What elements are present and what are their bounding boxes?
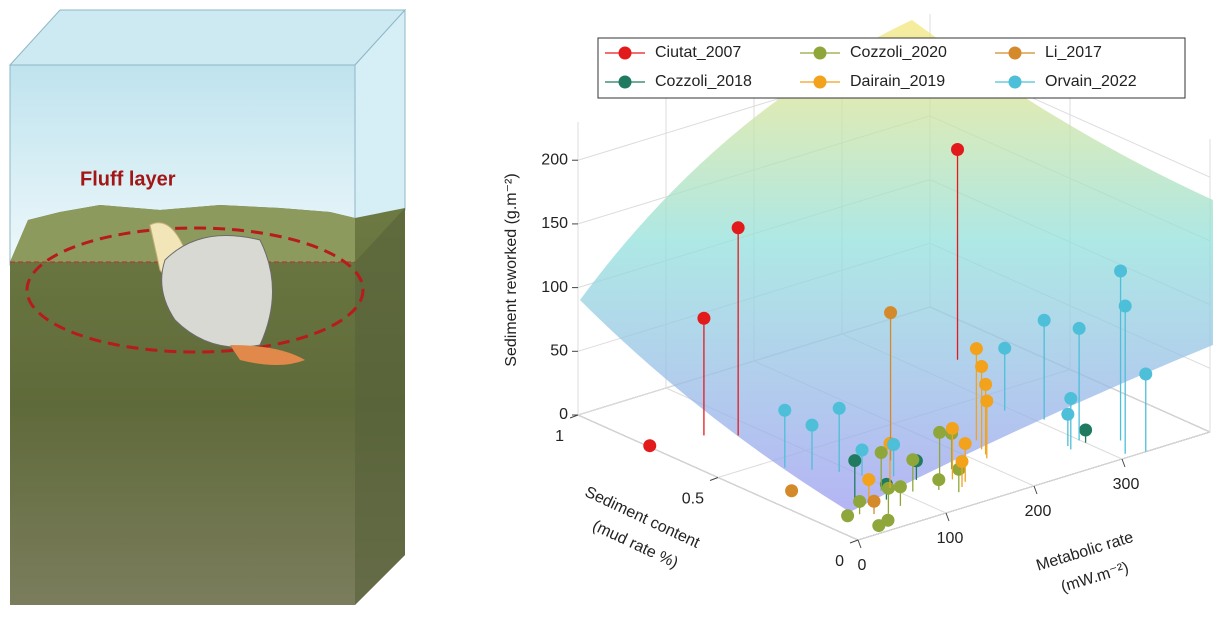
point (958, 437, 972, 451)
x-tick-label: 100 (937, 530, 964, 547)
legend-marker (1008, 75, 1022, 89)
point (980, 394, 994, 408)
legend-label: Cozzoli_2020 (850, 44, 947, 61)
legend-marker (618, 75, 632, 89)
point (1079, 423, 1093, 437)
point (1072, 321, 1086, 335)
point (881, 481, 895, 495)
point (697, 311, 711, 325)
tick-mark (1033, 485, 1038, 495)
z-tick-label: 50 (550, 343, 568, 360)
point (1114, 264, 1128, 278)
point (841, 509, 855, 523)
point (1064, 391, 1078, 405)
tick-mark (945, 512, 950, 522)
point (1061, 407, 1075, 421)
x-tick-label: 200 (1025, 503, 1052, 520)
point (1037, 313, 1051, 327)
legend-marker (813, 46, 827, 60)
z-tick-label: 0 (559, 406, 568, 423)
tick-mark (709, 477, 719, 481)
legend-box (597, 37, 1186, 99)
legend-label: Ciutat_2007 (655, 44, 741, 61)
point (1118, 299, 1132, 313)
point (853, 494, 867, 508)
point (955, 455, 969, 469)
point (975, 360, 989, 374)
point (945, 421, 959, 435)
legend-marker (1008, 46, 1022, 60)
point (731, 221, 745, 235)
point (998, 341, 1012, 355)
point (778, 403, 792, 417)
tick-mark (569, 414, 579, 419)
point (855, 443, 869, 457)
tick-mark (857, 539, 862, 549)
legend-label: Orvain_2022 (1045, 73, 1137, 90)
tick-mark (1121, 458, 1126, 468)
point (887, 438, 901, 452)
y-tick-label: 0.5 (682, 491, 704, 508)
x-tick-label: 0 (858, 557, 867, 574)
point (862, 473, 876, 487)
legend-label: Dairain_2019 (850, 73, 945, 90)
point (848, 454, 862, 468)
point (867, 494, 881, 508)
point (872, 519, 886, 533)
x-tick-label: 300 (1113, 476, 1140, 493)
legend-marker (813, 75, 827, 89)
point (933, 425, 947, 439)
z-tick-label: 150 (541, 215, 568, 232)
point (1139, 367, 1153, 381)
point (884, 306, 898, 320)
point (643, 439, 657, 453)
tick-mark (849, 539, 859, 544)
legend-label: Li_2017 (1045, 44, 1102, 61)
plot-3d: 0 50 100 150 200 0 0.5 1 0 100 200 300 Sediment rewo… (503, 14, 1213, 596)
illustration: Fluff layer (8, 8, 407, 605)
z-axis-label: Sediment reworked (g.m⁻²) (503, 173, 520, 366)
y-tick-label: 1 (555, 428, 564, 445)
point (932, 473, 946, 487)
point (785, 484, 799, 498)
illustration-label: Fluff layer (80, 168, 176, 190)
point (951, 143, 965, 157)
point (979, 377, 993, 391)
z-tick-label: 200 (541, 151, 568, 168)
point (969, 342, 983, 356)
point (893, 480, 907, 494)
point (874, 445, 888, 459)
legend-marker (618, 46, 632, 60)
y-tick-label: 0 (835, 553, 844, 570)
point (832, 401, 846, 415)
z-tick-label: 100 (541, 279, 568, 296)
point (805, 418, 819, 432)
legend-label: Cozzoli_2018 (655, 73, 752, 90)
point (906, 453, 920, 467)
